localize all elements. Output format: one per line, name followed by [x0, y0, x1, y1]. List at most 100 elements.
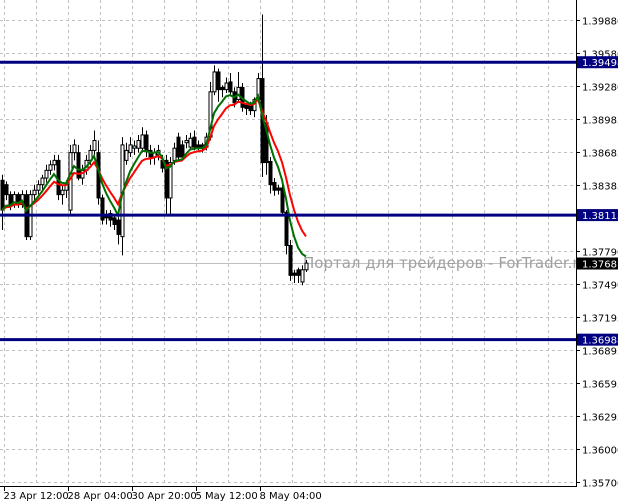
candle — [76, 144, 81, 181]
time-tick-label: 23 Apr 12:00 — [4, 491, 69, 502]
candle-body-bearish — [292, 272, 297, 276]
candle — [4, 181, 9, 201]
candle-body-bearish — [228, 81, 233, 93]
candle-body-bullish — [32, 189, 37, 196]
candle — [36, 180, 41, 195]
candle-body-bearish — [248, 104, 253, 112]
level-price-badge — [577, 56, 618, 69]
candle — [216, 68, 221, 102]
candle-body-bearish — [100, 197, 105, 221]
candle-body-bearish — [296, 269, 301, 276]
candle-body-bearish — [76, 152, 81, 179]
candle-body-bearish — [276, 187, 281, 191]
candle — [300, 265, 305, 286]
candle-body-bearish — [196, 144, 201, 148]
candle — [112, 214, 117, 231]
candle — [184, 134, 189, 149]
candle — [260, 14, 265, 177]
candle-body-bearish — [216, 71, 221, 91]
price-tick-label: 1.38985 — [582, 116, 618, 127]
level-price-badge — [577, 333, 618, 346]
horizontal-levels[interactable] — [0, 60, 576, 342]
candle-body-bullish — [172, 147, 177, 161]
candle — [32, 184, 37, 201]
time-tick-label: 30 Apr 20:00 — [132, 491, 197, 502]
candle-body-bullish — [48, 164, 53, 171]
candle — [148, 144, 153, 165]
price-tick-label: 1.39280 — [582, 83, 618, 94]
candle-body-bullish — [72, 144, 77, 154]
candle — [228, 73, 233, 96]
candle-body-bearish — [192, 136, 197, 148]
candle — [288, 239, 293, 281]
candle-body-bearish — [272, 181, 277, 191]
candle-body-bullish — [212, 71, 217, 93]
candle — [72, 139, 77, 161]
candle-body-bearish — [144, 134, 149, 151]
price-tick-label: 1.36895 — [582, 347, 618, 358]
candle-body-bearish — [180, 144, 185, 158]
price-labels: 1.39498 1.38115 1.36988 1.37681 — [577, 56, 618, 347]
candle — [224, 77, 229, 93]
candle-body-bearish — [176, 136, 181, 158]
price-tick-label: 1.35700 — [582, 479, 618, 490]
candle-body-bullish — [36, 184, 41, 191]
candle — [292, 269, 297, 284]
price-tick-label: 1.36595 — [582, 380, 618, 391]
candle-body-bullish — [40, 177, 45, 186]
candle-body-bullish — [236, 86, 241, 101]
candle-body-bearish — [108, 212, 113, 221]
candle — [132, 140, 137, 155]
candle — [212, 65, 217, 96]
price-tick-label: 1.36000 — [582, 446, 618, 457]
level-price-label: 1.39498 — [582, 58, 618, 69]
candle — [188, 132, 193, 151]
candle-body-bullish — [132, 145, 137, 149]
candle — [236, 71, 241, 103]
time-tick-label: 8 May 04:00 — [260, 491, 322, 502]
candle-body-bearish — [244, 104, 249, 109]
ma-fast-line — [1, 92, 307, 258]
candle — [192, 130, 197, 151]
candle — [0, 174, 5, 231]
candle — [116, 214, 121, 245]
candle-body-bullish — [60, 189, 65, 196]
candles — [0, 14, 309, 286]
price-tick-label: 1.37195 — [582, 314, 618, 325]
candle — [48, 160, 53, 175]
candle — [52, 154, 57, 171]
level-price-label: 1.38115 — [582, 211, 618, 222]
price-tick-label: 1.36295 — [582, 413, 618, 424]
candle-body-bearish — [116, 219, 121, 235]
candle-body-bullish — [224, 82, 229, 91]
price-tick-label: 1.39880 — [582, 17, 618, 28]
price-tick-label: 1.37790 — [582, 248, 618, 259]
candle — [272, 178, 277, 196]
candle-body-bullish — [44, 169, 49, 179]
candle-body-bearish — [220, 86, 225, 91]
candle-body-bullish — [140, 134, 145, 149]
watermark: Портал для трейдеров - ForTrader.ru — [303, 254, 588, 272]
price-tick-label: 1.38685 — [582, 149, 618, 160]
candle-body-bearish — [268, 160, 273, 186]
candle — [280, 184, 285, 216]
candle-body-bullish — [300, 269, 305, 283]
level-price-badge — [577, 209, 618, 222]
candle-body-bearish — [284, 211, 289, 246]
candle — [60, 184, 65, 205]
candle-body-bullish — [188, 137, 193, 148]
candle — [124, 142, 129, 165]
candle — [136, 134, 141, 153]
candle — [220, 85, 225, 98]
candle-body-bearish — [164, 159, 169, 199]
candle — [108, 210, 113, 227]
candle-body-bearish — [280, 187, 285, 213]
ma-slow-line — [1, 97, 307, 237]
candle — [144, 130, 149, 158]
candle-body-bullish — [92, 139, 97, 151]
candle-body-bearish — [288, 244, 293, 276]
time-tick-label: 28 Apr 04:00 — [68, 491, 133, 502]
candle-body-bearish — [4, 184, 9, 196]
level-price-label: 1.36988 — [582, 336, 618, 347]
